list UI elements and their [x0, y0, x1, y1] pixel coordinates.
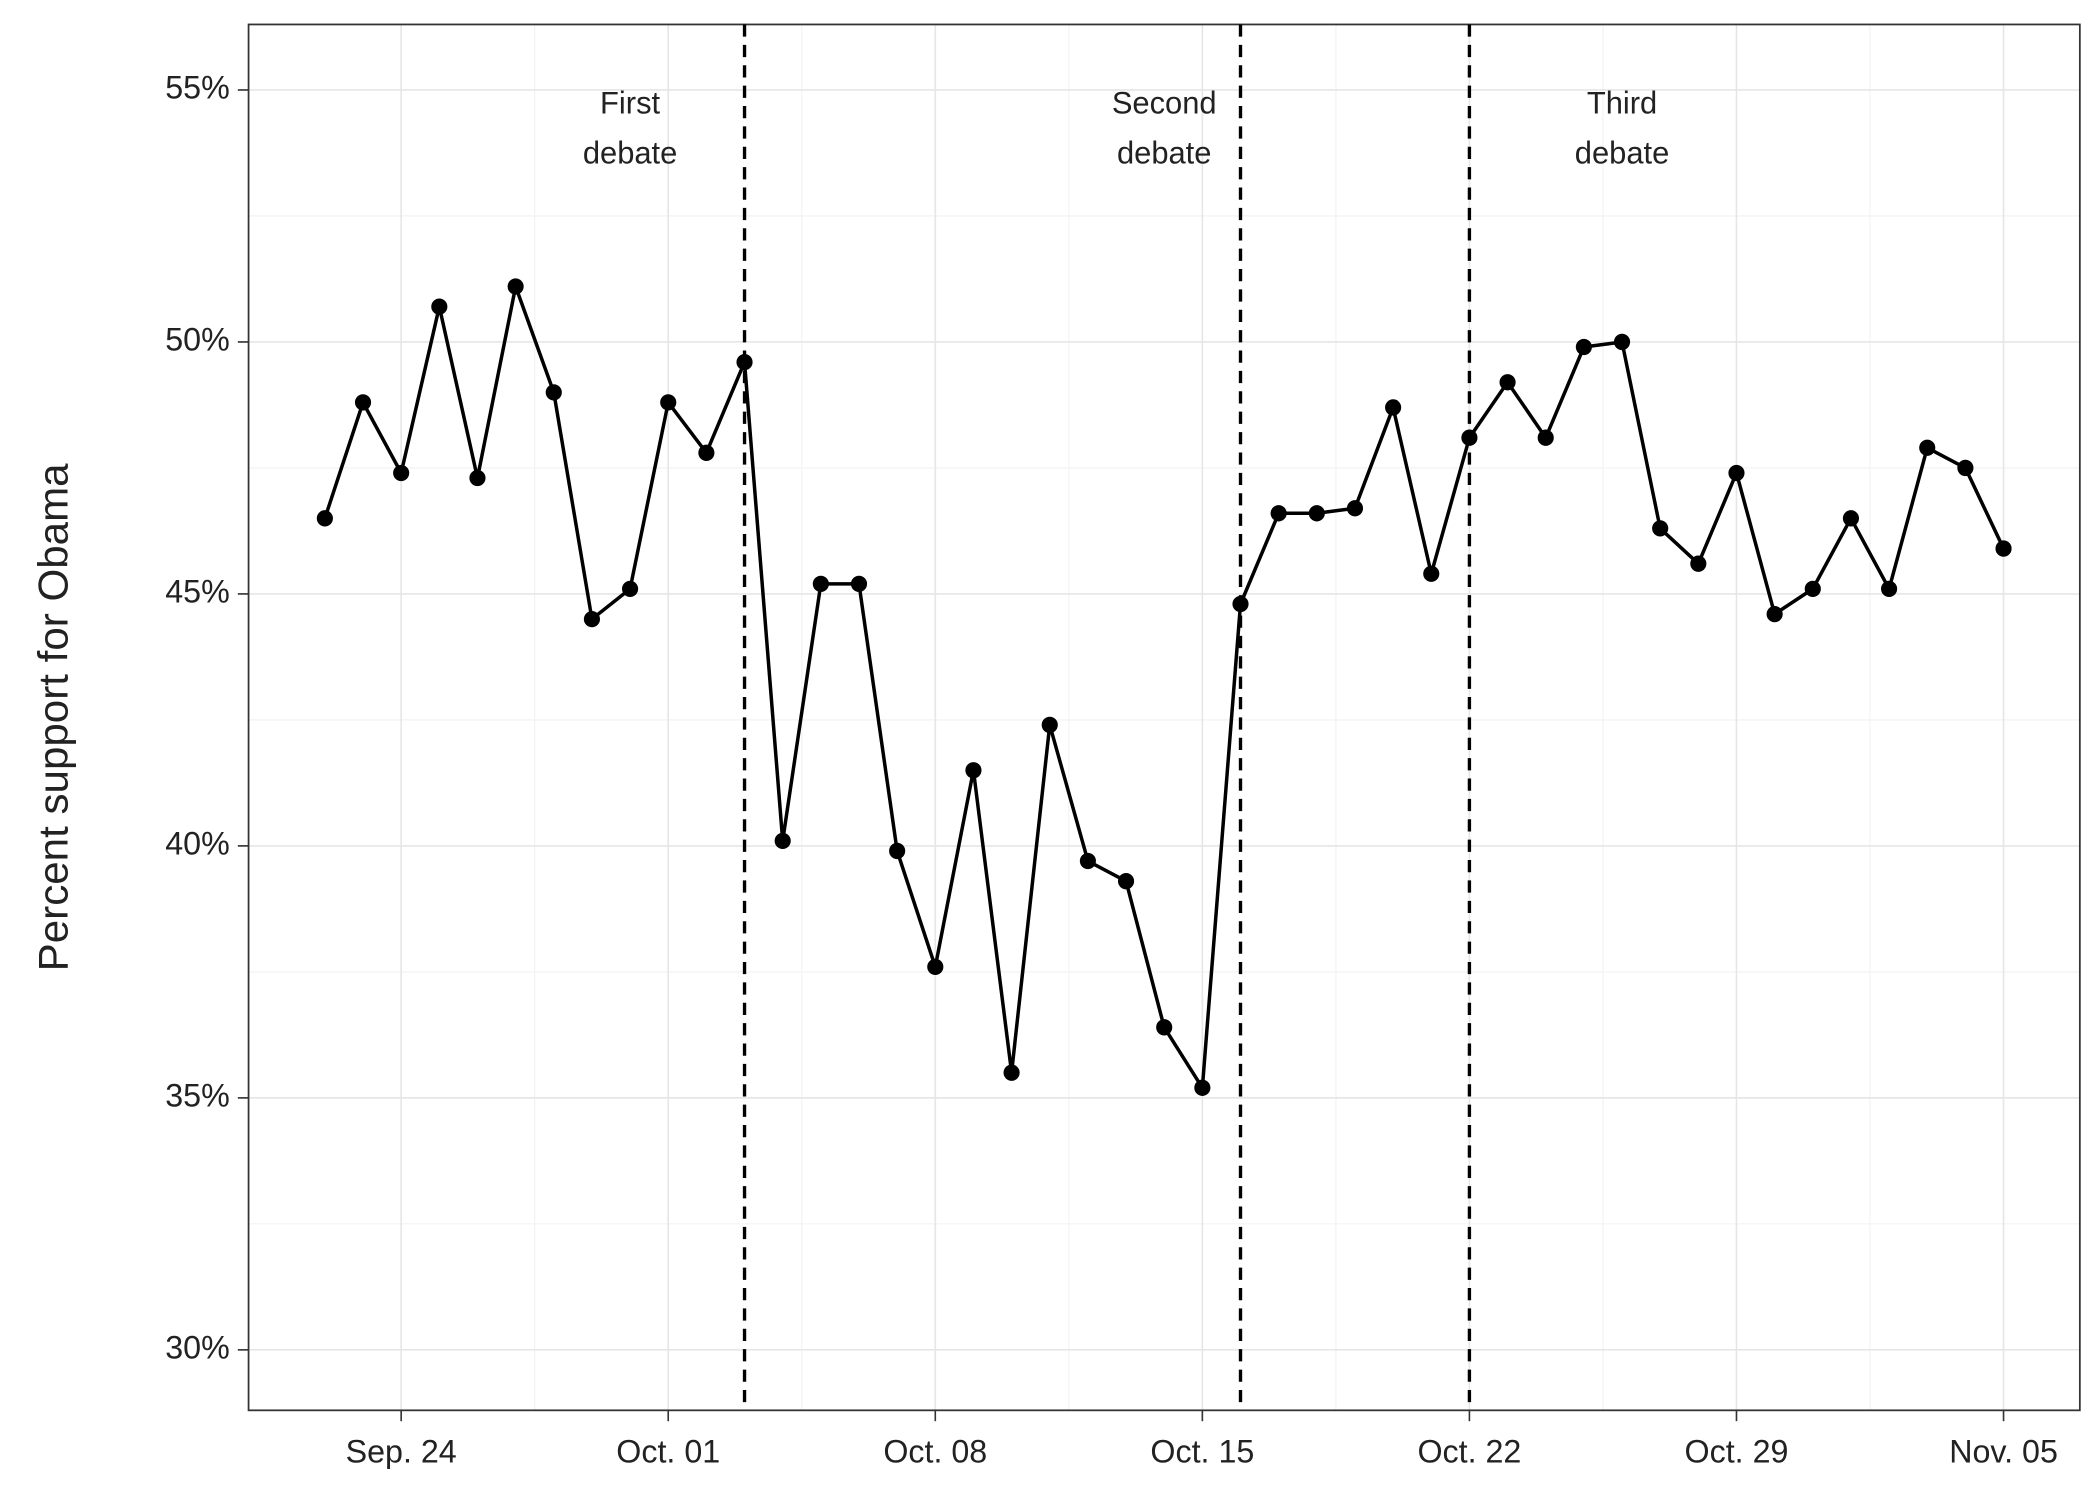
point	[393, 464, 410, 482]
y-axis-label: Percent support for Obama	[30, 463, 77, 972]
point	[698, 444, 715, 461]
point	[1346, 500, 1364, 517]
annotation: debate	[1117, 136, 1211, 171]
annotation: debate	[583, 136, 677, 171]
point	[1423, 565, 1440, 582]
point	[965, 762, 982, 779]
point	[1499, 374, 1516, 391]
point	[660, 394, 677, 411]
annotation: Second	[1112, 85, 1217, 120]
point	[1957, 459, 1974, 477]
x-tick-label: Oct. 29	[1685, 1433, 1789, 1469]
y-tick-label: 30%	[165, 1329, 230, 1365]
x-tick-label: Sep. 24	[346, 1433, 457, 1469]
point	[469, 469, 486, 487]
x-tick-label: Oct. 01	[616, 1433, 720, 1469]
point	[736, 353, 753, 371]
y-tick-label: 45%	[165, 573, 230, 609]
point	[622, 580, 639, 598]
point	[1461, 429, 1478, 446]
point	[1613, 333, 1631, 351]
point	[583, 610, 600, 628]
point	[1003, 1064, 1020, 1081]
point	[1270, 505, 1287, 522]
x-tick-label: Oct. 22	[1417, 1433, 1521, 1469]
point	[1232, 595, 1249, 613]
y-tick-label: 50%	[165, 321, 230, 357]
point	[812, 575, 829, 592]
y-tick-label: 40%	[165, 825, 230, 861]
annotation: debate	[1575, 136, 1669, 171]
point	[354, 394, 372, 411]
point	[1117, 873, 1135, 890]
point	[1385, 399, 1402, 416]
point	[1995, 540, 2012, 557]
x-tick-label: Oct. 15	[1150, 1433, 1254, 1469]
point	[1842, 510, 1859, 527]
point	[507, 278, 524, 295]
annotation: Third	[1587, 85, 1657, 120]
point	[1575, 338, 1592, 356]
panel-border	[247, 23, 2081, 1412]
point	[1690, 555, 1707, 572]
point	[1156, 1019, 1173, 1036]
point	[1766, 605, 1783, 623]
point	[431, 298, 448, 315]
x-tick-label: Oct. 08	[883, 1433, 987, 1469]
point	[545, 384, 562, 401]
point	[889, 842, 906, 860]
point	[1919, 439, 1936, 456]
point	[1728, 464, 1745, 482]
annotation: First	[600, 85, 660, 120]
point	[316, 510, 333, 527]
point	[1804, 580, 1821, 598]
point	[1308, 505, 1325, 522]
y-tick-label: 55%	[165, 69, 230, 105]
y-tick-label: 35%	[165, 1077, 230, 1113]
point	[927, 958, 944, 975]
point	[1194, 1079, 1211, 1096]
point	[1079, 852, 1096, 870]
point	[850, 575, 868, 592]
point	[1041, 716, 1058, 734]
point	[1537, 429, 1554, 446]
x-tick-label: Nov. 05	[1949, 1433, 2058, 1469]
point	[1881, 580, 1898, 598]
point	[774, 832, 791, 850]
point	[1652, 520, 1669, 537]
